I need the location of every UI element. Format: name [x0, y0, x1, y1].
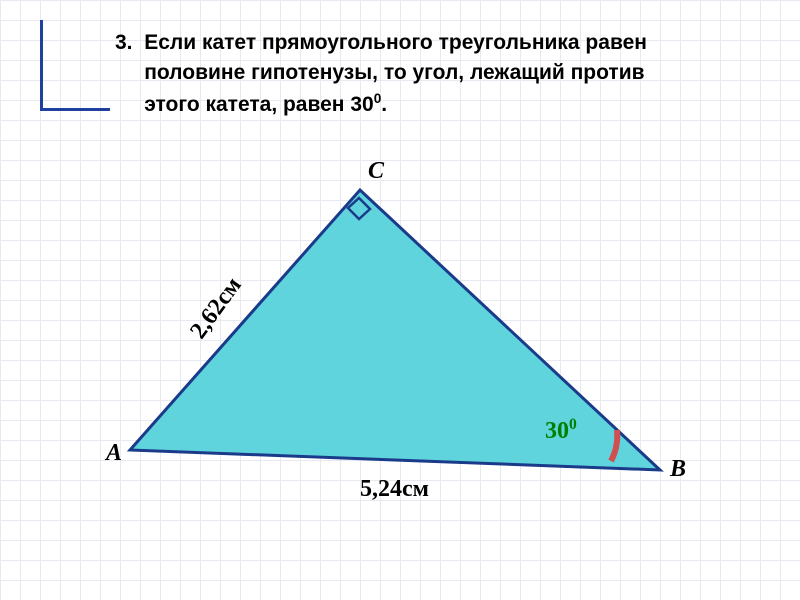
- side-label-ab: 5,24см: [360, 476, 429, 503]
- triangle-diagram: A C B 2,62см 5,24см 300: [100, 160, 720, 540]
- angle-sup: 0: [569, 416, 577, 433]
- vertex-label-a: A: [106, 440, 122, 467]
- vertex-label-b: B: [670, 456, 686, 483]
- vertex-label-c: C: [368, 158, 384, 185]
- angle-label-b: 300: [545, 416, 577, 445]
- corner-decoration-horizontal: [40, 108, 110, 111]
- angle-value: 30: [545, 418, 569, 444]
- theorem-line3: этого катета, равен 30: [144, 93, 374, 116]
- theorem-text: 3. Если катет прямоугольного треугольник…: [115, 28, 755, 120]
- corner-decoration-vertical: [40, 20, 43, 110]
- theorem-line2: половине гипотенузы, то угол, лежащий пр…: [144, 61, 644, 84]
- theorem-number: 3.: [115, 31, 133, 54]
- theorem-period: .: [381, 93, 387, 116]
- theorem-line1: Если катет прямоугольного треугольника р…: [144, 31, 647, 54]
